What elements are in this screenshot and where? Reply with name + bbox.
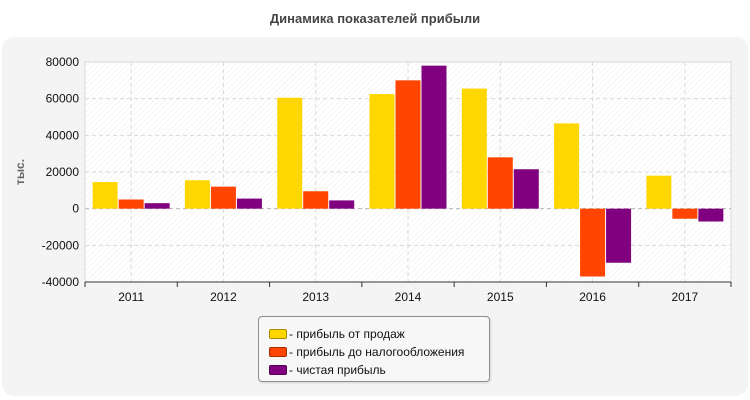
y-tick-label: 20000 bbox=[46, 165, 80, 179]
bar[interactable] bbox=[461, 88, 487, 209]
y-tick-labels: 80000 60000 40000 20000 0 -20000 -40000 bbox=[42, 55, 80, 289]
bar[interactable] bbox=[672, 208, 698, 219]
x-tick-label: 2015 bbox=[487, 290, 514, 304]
legend-item[interactable]: - чистая прибыль bbox=[269, 361, 489, 379]
bar[interactable] bbox=[118, 199, 144, 209]
bar[interactable] bbox=[554, 123, 580, 209]
x-tick-label: 2014 bbox=[395, 290, 422, 304]
legend-label: - прибыль до налогообложения bbox=[289, 345, 465, 359]
y-tick-label: 0 bbox=[72, 202, 79, 216]
legend-item[interactable]: - прибыль от продаж bbox=[269, 325, 489, 343]
bar[interactable] bbox=[513, 169, 539, 209]
bar[interactable] bbox=[210, 186, 236, 209]
y-tick-label: 40000 bbox=[46, 128, 80, 142]
bar[interactable] bbox=[606, 208, 632, 263]
legend-item[interactable]: - прибыль до налогообложения bbox=[269, 343, 489, 361]
y-tick-label: -40000 bbox=[42, 275, 80, 289]
x-tick-label: 2016 bbox=[579, 290, 606, 304]
x-tick-label: 2012 bbox=[210, 290, 237, 304]
legend-swatch bbox=[269, 365, 287, 375]
chart-panel: 80000 60000 40000 20000 0 -20000 -40000 2011 20… bbox=[2, 37, 748, 396]
bar[interactable] bbox=[236, 198, 262, 209]
legend-label: - прибыль от продаж bbox=[289, 327, 405, 341]
legend-label: - чистая прибыль bbox=[289, 363, 386, 377]
bar[interactable] bbox=[184, 180, 210, 209]
x-tick-label: 2013 bbox=[302, 290, 329, 304]
bar[interactable] bbox=[144, 203, 170, 209]
bar[interactable] bbox=[487, 157, 513, 209]
x-tick-labels: 2011 2012 2013 2014 2015 2016 2017 bbox=[118, 290, 698, 304]
bar[interactable] bbox=[395, 80, 421, 209]
x-axis bbox=[84, 281, 732, 287]
bar[interactable] bbox=[421, 65, 447, 209]
y-axis-title: тыс. bbox=[13, 159, 27, 185]
bars bbox=[92, 65, 724, 277]
bar[interactable] bbox=[277, 97, 303, 209]
bar[interactable] bbox=[369, 94, 395, 209]
bar[interactable] bbox=[329, 200, 355, 209]
chart-title: Динамика показателей прибыли bbox=[269, 11, 481, 26]
x-tick-label: 2017 bbox=[672, 290, 699, 304]
bar[interactable] bbox=[580, 208, 606, 277]
x-tick-label: 2011 bbox=[118, 290, 144, 304]
bar[interactable] bbox=[92, 182, 118, 209]
legend-swatch bbox=[269, 347, 287, 357]
y-tick-label: -20000 bbox=[42, 238, 80, 252]
bar[interactable] bbox=[646, 175, 672, 209]
y-tick-label: 80000 bbox=[46, 55, 80, 69]
legend: - прибыль от продаж - прибыль до налогооб… bbox=[258, 316, 490, 382]
y-tick-label: 60000 bbox=[46, 92, 80, 106]
legend-swatch bbox=[269, 329, 287, 339]
bar[interactable] bbox=[698, 208, 724, 222]
bar[interactable] bbox=[303, 191, 329, 209]
